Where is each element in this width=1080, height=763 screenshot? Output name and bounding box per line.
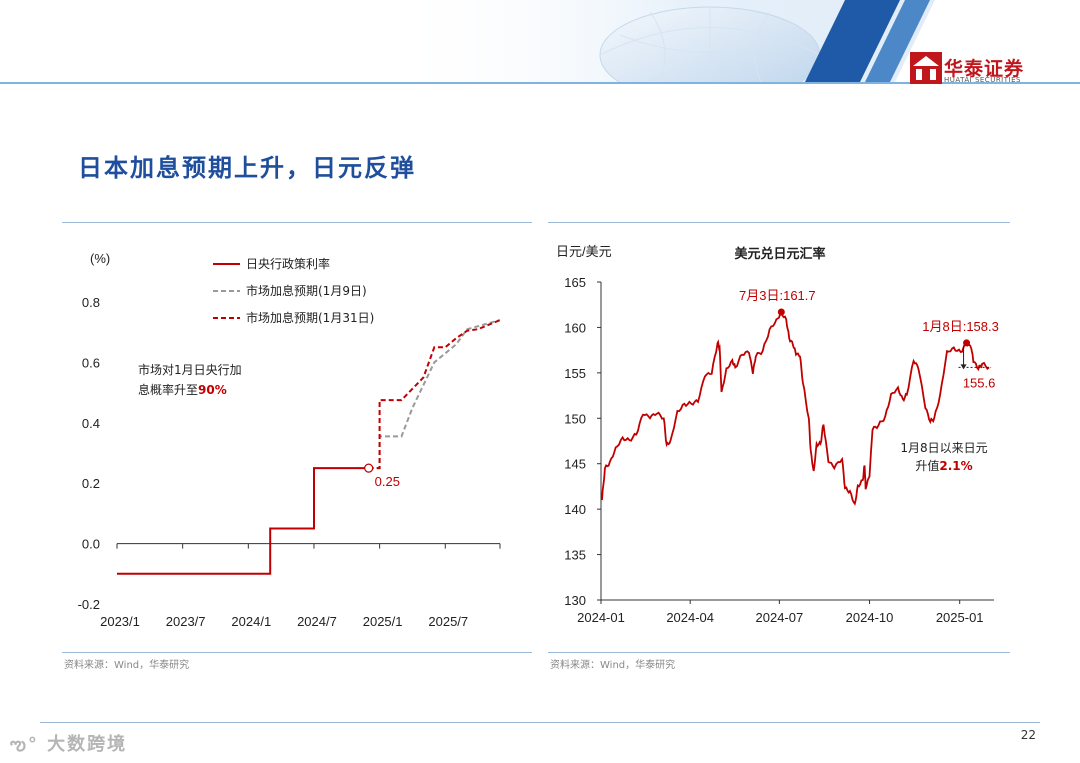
left-series-line-2 [368, 319, 501, 470]
header-stripe [805, 0, 900, 82]
header-banner [380, 0, 1080, 84]
page-number: 22 [1020, 728, 1036, 742]
right-xtick-label: 2024-04 [666, 610, 714, 625]
right-annotation-value: 2.1% [939, 459, 972, 473]
right-xtick-label: 2024-07 [756, 610, 804, 625]
right-ytick-label: 135 [564, 548, 586, 563]
left-ytick-label: -0.2 [78, 597, 100, 612]
huatai-logo-icon [910, 52, 942, 84]
right-ytick-label: 140 [564, 502, 586, 517]
right-ytick-label: 160 [564, 320, 586, 335]
right-panel-bottom-rule [548, 652, 1010, 653]
left-panel-bottom-rule [62, 652, 532, 653]
watermark: ఌ° 大数跨境 [10, 730, 127, 759]
left-xtick-label: 2023/7 [166, 614, 206, 629]
right-xtick-label: 2025-01 [936, 610, 984, 625]
right-annotation-line1: 1月8日以来日元 [900, 441, 987, 455]
left-ytick-label: 0.8 [82, 295, 100, 310]
left-series-line-0 [117, 467, 369, 575]
left-annotation-line2: 息概率升至90% [138, 382, 227, 397]
left-ylabel: (%) [90, 251, 110, 266]
left-endpoint-marker [364, 463, 374, 473]
watermark-logo-icon: ఌ° [10, 734, 39, 755]
left-panel-top-rule [62, 222, 532, 223]
left-ytick-label: 0.4 [82, 416, 100, 431]
right-source-note: 资料来源：Wind，华泰研究 [550, 660, 676, 671]
peak-jan8-label: 1月8日:158.3 [922, 319, 999, 334]
left-ytick-label: 0.2 [82, 476, 100, 491]
right-panel-top-rule [548, 222, 1010, 223]
page-title: 日本加息预期上升，日元反弹 [78, 154, 416, 182]
left-endpoint-label: 0.25 [375, 474, 400, 489]
right-xtick-label: 2024-01 [577, 610, 625, 625]
left-series-line-1 [368, 319, 501, 470]
footer-divider [40, 722, 1040, 723]
right-ytick-label: 145 [564, 457, 586, 472]
right-chart-title: 美元兑日元汇率 [734, 246, 825, 261]
right-xtick-label: 2024-10 [846, 610, 894, 625]
watermark-text: 大数跨境 [47, 734, 128, 755]
header-divider [0, 82, 1080, 84]
left-xtick-label: 2025/7 [428, 614, 468, 629]
right-ytick-label: 150 [564, 411, 586, 426]
usdjpy-series-line [601, 309, 990, 506]
peak-jul3-marker [777, 308, 785, 316]
left-xtick-label: 2024/1 [231, 614, 271, 629]
right-ytick-label: 155 [564, 366, 586, 381]
left-ytick-label: 0.0 [82, 537, 100, 552]
peak-jan8-marker [963, 339, 971, 347]
last-value-label: 155.6 [963, 375, 996, 390]
legend-label: 日央行政策利率 [246, 256, 330, 271]
right-annotation-line2: 升值2.1% [915, 458, 972, 473]
left-xtick-label: 2025/1 [363, 614, 403, 629]
left-xtick-label: 2024/7 [297, 614, 337, 629]
legend-label: 市场加息预期(1月9日) [246, 283, 367, 298]
left-xtick-label: 2023/1 [100, 614, 140, 629]
peak-jul3-label: 7月3日:161.7 [739, 288, 816, 303]
right-ylabel: 日元/美元 [556, 244, 612, 259]
logo-subtext: HUATAI SECURITIES [944, 76, 1021, 84]
left-annotation-value: 90% [198, 383, 227, 397]
legend-label: 市场加息预期(1月31日) [246, 310, 374, 325]
left-source-note: 资料来源：Wind，华泰研究 [64, 660, 190, 671]
right-ytick-label: 130 [564, 593, 586, 608]
logo-text: 华泰证券 [944, 58, 1025, 80]
left-annotation-line1: 市场对1月日央行加 [138, 362, 242, 377]
right-ytick-label: 165 [564, 275, 586, 290]
left-ytick-label: 0.6 [82, 355, 100, 370]
